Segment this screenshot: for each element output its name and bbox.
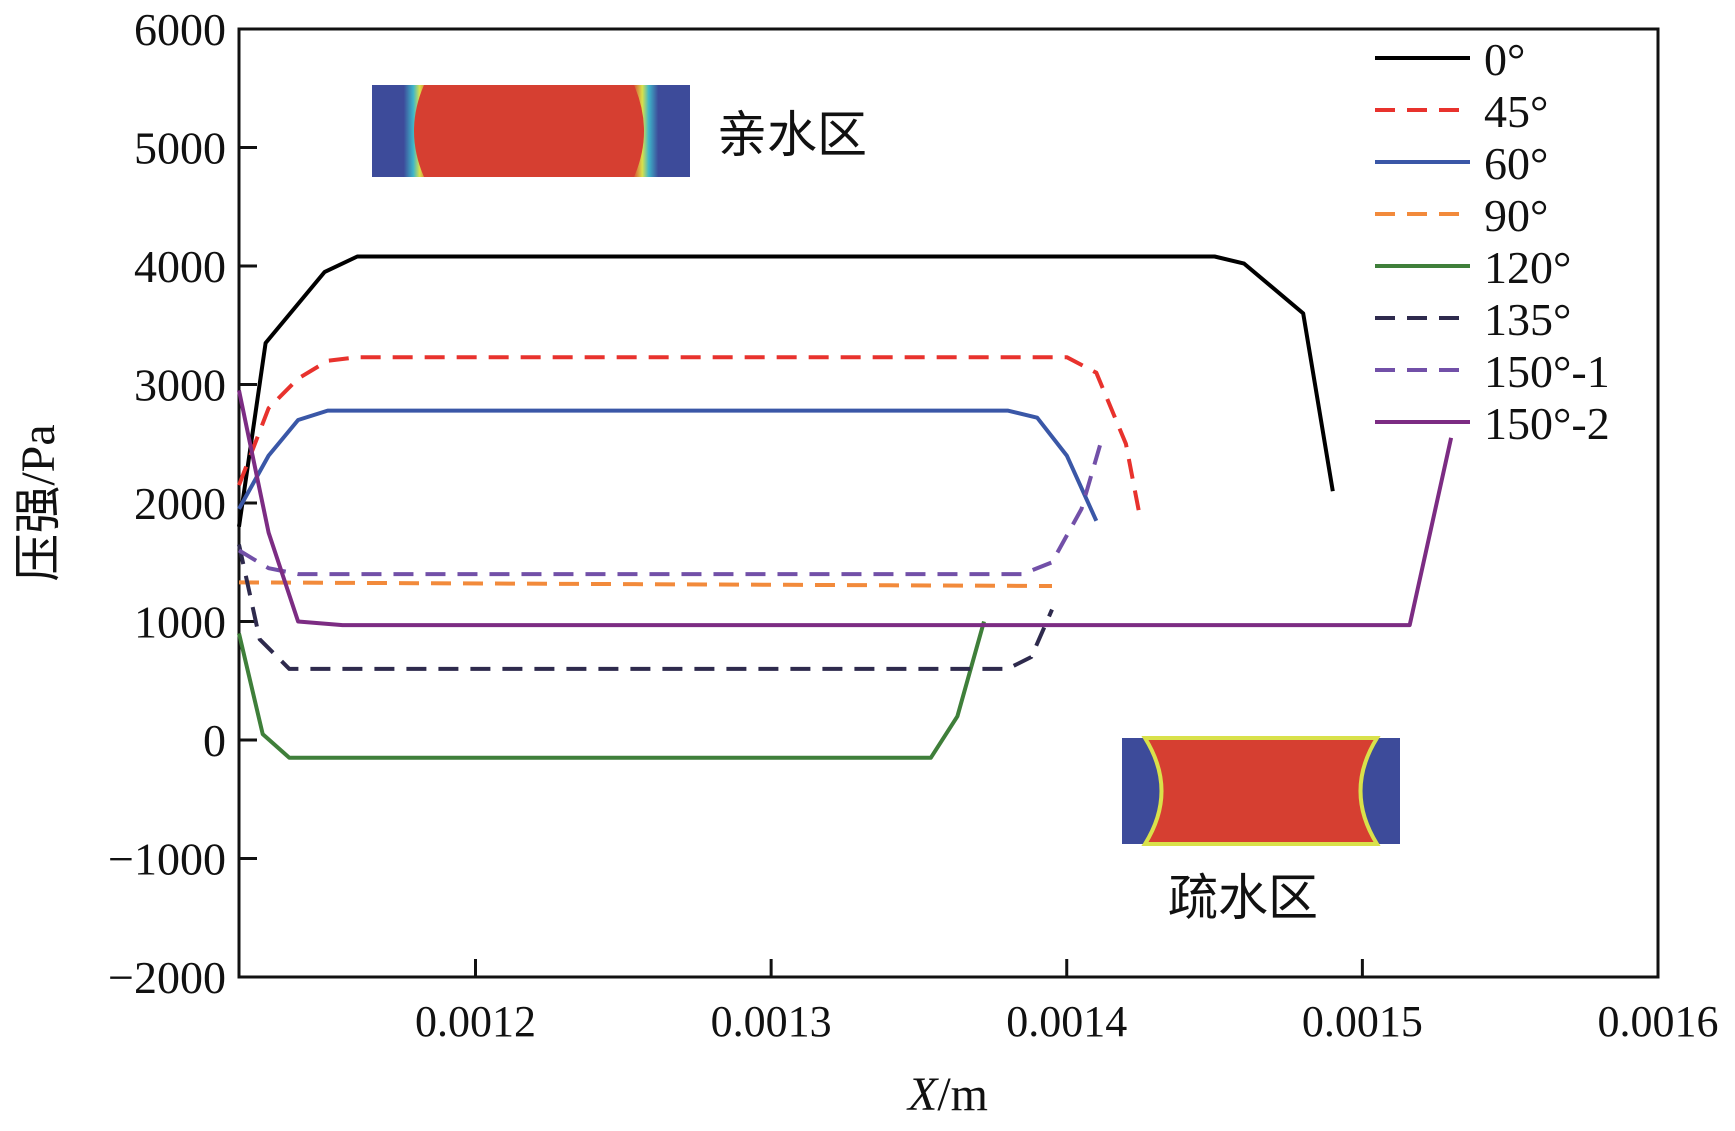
x-tick-label: 0.0014	[1006, 997, 1127, 1046]
series-line	[237, 408, 1099, 522]
y-tick-label: 0	[203, 715, 226, 766]
series-lines	[237, 254, 1454, 760]
hydrophilic-inset: 亲水区	[372, 85, 867, 177]
hydrophilic-label: 亲水区	[717, 107, 867, 163]
y-axis-label: 压强/Pa	[12, 424, 65, 581]
series-line	[237, 620, 986, 760]
legend-label: 135°	[1484, 294, 1571, 345]
legend-label: 0°	[1484, 34, 1525, 85]
x-tick-label: 0.0012	[415, 997, 536, 1046]
series-line	[237, 544, 1054, 671]
hydrophobic-label: 疏水区	[1168, 870, 1318, 926]
legend-label: 45°	[1484, 86, 1548, 137]
y-tick-label: 1000	[134, 597, 226, 648]
y-tick-label: −2000	[108, 952, 226, 1003]
y-tick-label: −1000	[108, 834, 226, 885]
series-line	[238, 580, 1053, 588]
legend-label: 150°-2	[1484, 398, 1610, 449]
legend-label: 60°	[1484, 138, 1548, 189]
y-tick-label: 4000	[134, 241, 226, 292]
legend-label: 90°	[1484, 190, 1548, 241]
axis-ticks: 0.0012 0.0013 0.0014 0.0015 0.0016 6000 5000 40…	[108, 4, 1718, 1046]
y-tick-label: 6000	[134, 4, 226, 55]
x-axis-unit: /m	[937, 1068, 988, 1121]
hydrophobic-inset: 疏水区	[1122, 736, 1400, 926]
y-tick-label: 2000	[134, 478, 226, 529]
legend-label: 120°	[1484, 242, 1571, 293]
series-line	[237, 437, 1105, 577]
legend-label: 150°-1	[1484, 346, 1610, 397]
series-line	[237, 355, 1143, 522]
y-tick-label: 5000	[134, 123, 226, 174]
series-line	[237, 389, 1454, 628]
x-tick-label: 0.0013	[711, 997, 832, 1046]
x-tick-label: 0.0015	[1302, 997, 1423, 1046]
x-axis-var: X	[906, 1068, 939, 1121]
series-line	[237, 254, 1335, 527]
x-axis-label: X/m	[906, 1068, 988, 1121]
x-tick-label: 0.0016	[1598, 997, 1719, 1046]
y-tick-label: 3000	[134, 360, 226, 411]
